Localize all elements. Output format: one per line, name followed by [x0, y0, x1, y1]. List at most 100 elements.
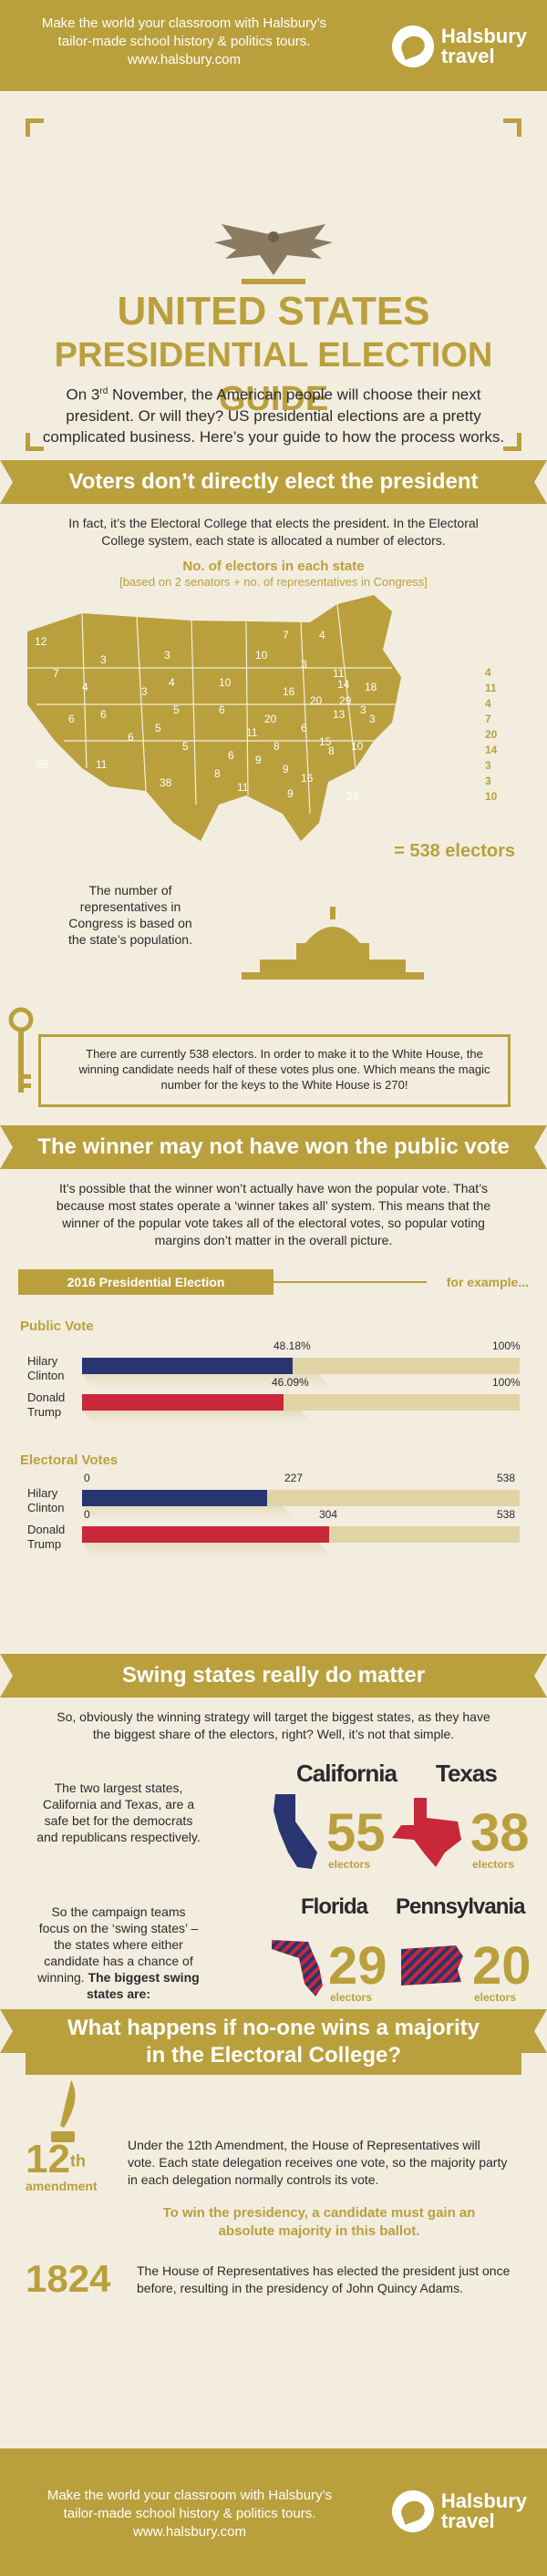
- candidate-name: Hilary Clinton: [27, 1486, 65, 1514]
- state-elector-label: 5: [182, 740, 189, 753]
- state-elector-label: 7: [53, 667, 59, 680]
- state-elector-label: 6: [228, 749, 234, 762]
- amendment-text: Under the 12th Amendment, the House of R…: [128, 2138, 508, 2187]
- key-icon: [8, 1007, 34, 1093]
- amendment-word: amendment: [26, 2179, 98, 2193]
- section-text: So, obviously the winning strategy will …: [57, 1709, 490, 1741]
- state-elector-label: 3: [141, 685, 148, 698]
- eagle-icon: [214, 224, 333, 284]
- electors-unit: electors: [330, 1991, 373, 2004]
- state-elector-label: 12: [35, 635, 47, 648]
- state-elector-label: 3: [369, 713, 376, 725]
- brand-name: Halsbury: [440, 2489, 527, 2512]
- halsbury-logo[interactable]: Halsbury travel: [391, 2489, 527, 2532]
- swing-states-note: So the campaign teams focus on the ‘swin…: [37, 1904, 200, 2001]
- state-elector-label: 6: [68, 713, 75, 725]
- website-link[interactable]: www.halsbury.com: [133, 2524, 246, 2540]
- tagline-line-2: tailor-made school history & politics to…: [57, 34, 311, 49]
- state-elector-label: 55: [36, 758, 49, 771]
- florida-icon: [272, 1940, 323, 1996]
- state-elector-label: 4: [82, 681, 88, 693]
- bottom-banner: Make the world your classroom with Halsb…: [0, 2448, 547, 2576]
- state-elector-label: 5: [155, 722, 161, 734]
- state-elector-label: 15: [319, 735, 332, 748]
- trump-public-bar: [82, 1394, 284, 1411]
- east-state-label: 14: [485, 744, 498, 756]
- bottom-banner-text: Make the world your classroom with Halsb…: [35, 2487, 345, 2541]
- state-elector-label: 16: [283, 685, 295, 698]
- state-elector-label: 9: [255, 754, 262, 766]
- public-max-label: 100%: [492, 1339, 521, 1352]
- trump-public-value: 46.09%: [272, 1376, 309, 1389]
- pennsylvania-icon: [401, 1945, 463, 1986]
- state-pennsylvania-electors: 20: [472, 1936, 532, 1996]
- state-elector-label: 10: [255, 649, 268, 662]
- population-note: The number of representatives in Congres…: [68, 883, 192, 947]
- electoral-college-section: Voters don’t directly elect the presiden…: [0, 460, 547, 1125]
- safe-states-row: The two largest states, California and T…: [0, 1760, 547, 1887]
- state-california-name: California: [296, 1760, 397, 1787]
- electoral-vote-label: Electoral Votes: [20, 1452, 119, 1468]
- state-california-electors: 55: [326, 1803, 386, 1863]
- state-elector-label: 7: [283, 629, 289, 641]
- east-state-label: 3: [485, 759, 491, 772]
- election-bar-header: 2016 Presidential Election for example..…: [18, 1269, 529, 1295]
- state-elector-label: 20: [310, 694, 323, 707]
- trump-electoral-row: Donald Trump: [0, 1521, 547, 1557]
- state-elector-label: 3: [301, 658, 307, 671]
- halsbury-logo[interactable]: Halsbury travel: [391, 26, 527, 67]
- amendment-number: 12: [26, 2137, 70, 2181]
- state-elector-label: 18: [365, 681, 377, 693]
- corner-decoration: [503, 118, 521, 137]
- section-banner: The winner may not have won the public v…: [0, 1125, 547, 1169]
- public-vote-label: Public Vote: [20, 1319, 94, 1334]
- total-electors: = 538 electors: [394, 841, 515, 861]
- no-majority-section: What happens if no-one wins a majority i…: [0, 2009, 547, 2305]
- state-elector-label: 11: [333, 667, 345, 680]
- swing-states-row: So the campaign teams focus on the ‘swin…: [0, 1894, 547, 2022]
- state-pennsylvania-name: Pennsylvania: [396, 1894, 525, 1919]
- state-elector-label: 11: [246, 726, 258, 739]
- state-elector-label: 9: [287, 787, 294, 800]
- east-state-label: 4: [485, 697, 491, 710]
- example-label: for example...: [446, 1275, 529, 1289]
- clinton-electoral-value: 227: [284, 1472, 304, 1484]
- state-elector-label: 9: [283, 763, 289, 775]
- state-elector-label: 3: [100, 653, 107, 666]
- state-texas-name: Texas: [436, 1760, 498, 1787]
- website-link[interactable]: www.halsbury.com: [128, 52, 241, 67]
- capitol-icon: [242, 907, 424, 980]
- clinton-public-bar: [82, 1358, 294, 1374]
- brand-sub: travel: [440, 2509, 495, 2532]
- candidate-name: Donald Trump: [27, 1523, 66, 1551]
- state-elector-label: 20: [264, 713, 277, 725]
- amendment-badge: 12th amendment: [26, 2137, 98, 2193]
- election-year-label: 2016 Presidential Election: [18, 1269, 274, 1295]
- section-banner: Swing states really do matter: [0, 1654, 547, 1698]
- intro-text: On 3rd November, the American people wil…: [42, 385, 505, 446]
- state-elector-label: 3: [164, 649, 170, 662]
- amendment-suffix: th: [69, 2151, 86, 2171]
- state-elector-label: 3: [360, 703, 366, 716]
- electors-unit: electors: [328, 1858, 371, 1871]
- majority-highlight: To win the presidency, a candidate must …: [162, 2205, 476, 2239]
- halsbury-logo-icon: [391, 2490, 434, 2532]
- tagline-line-2: tailor-made school history & politics to…: [63, 2506, 316, 2521]
- state-elector-label: 8: [328, 744, 335, 757]
- axis-zero: 0: [84, 1472, 90, 1484]
- east-state-label: 7: [485, 713, 491, 725]
- candidate-name: Donald Trump: [27, 1391, 66, 1419]
- corner-decoration: [26, 433, 44, 451]
- public-max-label: 100%: [492, 1376, 521, 1389]
- candidate-name: Hilary Clinton: [27, 1354, 65, 1382]
- east-state-label: 3: [485, 775, 491, 787]
- clinton-electoral-row: Hilary Clinton: [0, 1484, 547, 1521]
- state-florida-electors: 29: [328, 1936, 387, 1996]
- page-title: UNITED STATES PRESIDENTIAL ELECTION GUID…: [54, 289, 493, 419]
- state-elector-label: 14: [337, 678, 350, 691]
- trump-public-row: Donald Trump: [0, 1389, 547, 1425]
- east-state-label: 11: [485, 682, 497, 694]
- state-elector-label: 13: [333, 708, 346, 721]
